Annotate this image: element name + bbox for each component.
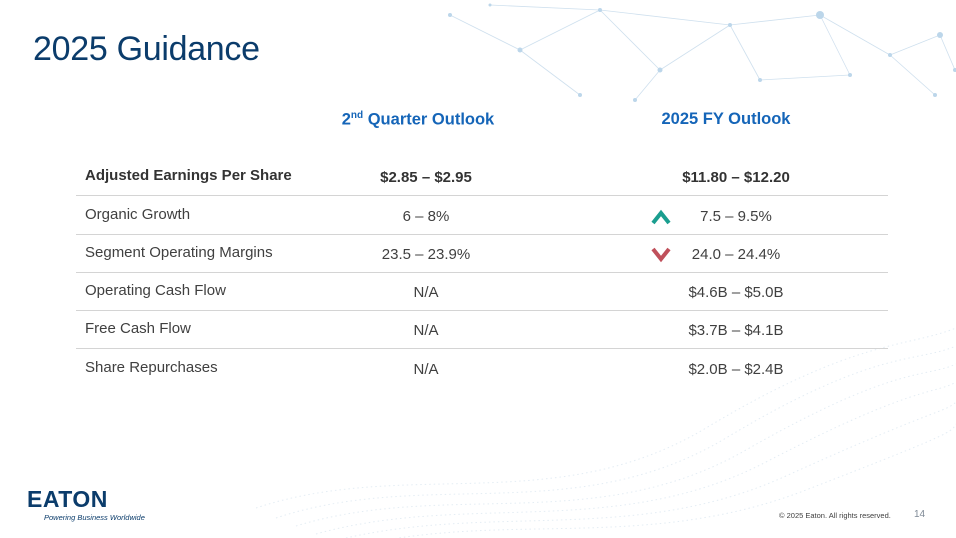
table-row: Free Cash Flow N/A $3.7B – $4.1B (76, 310, 888, 349)
quarter-value: N/A (413, 284, 439, 301)
eaton-logo: EATON Powering Business Worldwide (27, 486, 145, 523)
page-number: 14 (914, 509, 926, 520)
logo-wordmark: EATON (27, 486, 108, 512)
row-label: Free Cash Flow (85, 320, 191, 337)
row-label: Share Repurchases (85, 359, 218, 376)
table-row: Share Repurchases N/A $2.0B – $2.4B (76, 349, 888, 387)
row-label: Adjusted Earnings Per Share (85, 167, 292, 184)
network-background-graphic (448, 3, 956, 102)
quarter-value: N/A (413, 361, 439, 378)
fy-value: $4.6B – $5.0B (688, 284, 784, 301)
column-header-quarter-outlook: 2nd Quarter Outlook (341, 110, 495, 129)
row-label: Operating Cash Flow (85, 282, 226, 299)
table-row: Organic Growth 6 – 8% 7.5 – 9.5% (76, 196, 888, 235)
fy-value: 7.5 – 9.5% (700, 208, 772, 225)
chevron-down-icon (651, 247, 671, 263)
quarter-value: 6 – 8% (402, 208, 450, 225)
row-label: Segment Operating Margins (85, 244, 273, 261)
quarter-value: 23.5 – 23.9% (381, 246, 471, 263)
page-title: 2025 Guidance (33, 30, 260, 68)
copyright-text: © 2025 Eaton. All rights reserved. (779, 511, 891, 520)
table-row: Segment Operating Margins 23.5 – 23.9% 2… (76, 234, 888, 273)
quarter-value: N/A (413, 322, 439, 339)
table-row: Operating Cash Flow N/A $4.6B – $5.0B (76, 272, 888, 311)
row-label: Organic Growth (85, 206, 191, 223)
quarter-value: $2.85 – $2.95 (380, 169, 472, 186)
chevron-up-icon (651, 209, 671, 225)
fy-value: $2.0B – $2.4B (688, 361, 784, 378)
fy-value: 24.0 – 24.4% (691, 246, 781, 263)
column-header-fy-outlook: 2025 FY Outlook (661, 110, 791, 128)
fy-value: $11.80 – $12.20 (682, 169, 790, 186)
wave-background-graphic (256, 327, 956, 538)
fy-value: $3.7B – $4.1B (688, 322, 784, 339)
logo-tagline: Powering Business Worldwide (44, 513, 145, 522)
table-row: Adjusted Earnings Per Share $2.85 – $2.9… (76, 157, 888, 196)
